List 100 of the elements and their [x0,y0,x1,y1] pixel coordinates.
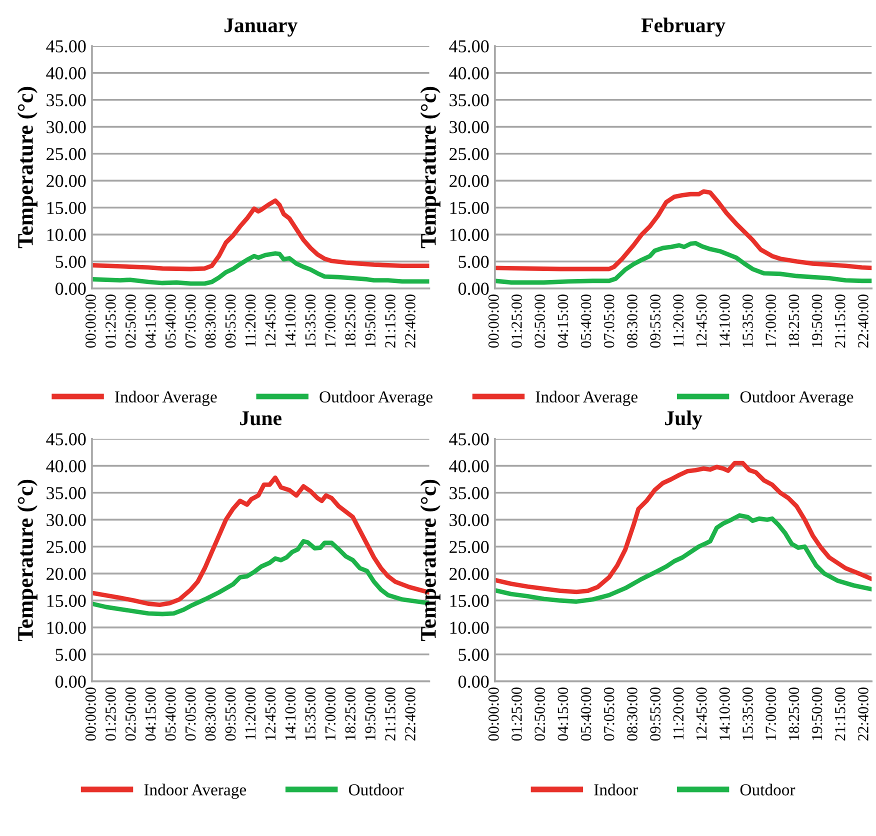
x-tick-label: 14:10:00 [285,687,296,740]
y-tick-label: 20.00 [450,174,489,188]
x-tick-label: 15:35:00 [305,687,316,740]
x-tick-label: 09:55:00 [225,294,236,348]
line-series [494,460,872,594]
legend-label: Indoor Average [115,390,217,406]
legend-label: Outdoor [348,784,404,796]
x-tick-label: 12:45:00 [696,687,707,740]
x-tick-label: 11:20:00 [245,687,256,740]
y-tick-label: 10.00 [450,228,489,242]
y-axis-title: Temperature (°c) [420,86,440,248]
x-tick-label: 00:00:00 [488,294,499,348]
x-tick-label: 18:25:00 [345,687,356,740]
x-tick-label: 02:50:00 [534,294,546,348]
y-tick-label: 5.00 [458,648,489,661]
y-tick-label: 10.00 [47,622,86,634]
x-tick-label: 04:15:00 [145,294,156,348]
x-tick-label: 11:20:00 [673,294,684,346]
x-tick-label: 14:10:00 [719,294,730,347]
y-tick-label: 40.00 [449,460,489,472]
x-tick-label: 22:40:00 [405,294,416,348]
chart-title: January [224,18,298,37]
x-tick-label: 01:25:00 [512,687,522,741]
x-tick-label: 05:40:00 [165,294,176,348]
x-tick-label: 19:50:00 [365,294,376,347]
x-tick-label: 00:00:00 [85,687,96,741]
legend-label: Outdoor [740,784,796,796]
y-tick-label: 40.00 [449,67,489,80]
y-tick-label: 5.00 [56,648,86,661]
y-tick-label: 30.00 [450,514,489,526]
y-tick-label: 25.00 [46,148,86,160]
line-series [92,251,430,286]
x-tick-label: 15:35:00 [742,687,753,740]
x-tick-label: 04:15:00 [558,294,568,348]
x-tick-label: 18:25:00 [345,294,356,347]
y-tick-label: 5.00 [56,256,86,268]
y-tick-label: 0.00 [56,676,86,688]
y-tick-label: 0.00 [458,282,489,295]
x-tick-label: 19:50:00 [365,687,376,740]
y-tick-label: 20.00 [46,174,86,188]
y-tick-label: 25.00 [46,540,86,554]
x-tick-label: 14:10:00 [719,687,730,740]
x-tick-label: 02:50:00 [125,294,136,348]
x-tick-label: 22:40:00 [405,687,416,741]
y-tick-label: 30.00 [46,121,86,134]
y-tick-label: 40.00 [46,67,86,80]
x-tick-label: 15:35:00 [305,294,316,347]
x-tick-label: 18:25:00 [788,294,800,347]
y-tick-label: 0.00 [56,282,86,295]
y-tick-label: 20.00 [46,568,86,580]
y-tick-label: 25.00 [450,540,489,554]
x-tick-label: 09:55:00 [225,687,236,741]
x-tick-label: 21:15:00 [385,687,396,741]
x-tick-label: 21:15:00 [834,294,846,348]
x-tick-label: 08:30:00 [627,294,638,348]
y-tick-label: 30.00 [46,514,86,526]
x-tick-label: 19:50:00 [812,687,822,740]
legend-label: Outdoor Average [740,390,854,406]
legend-label: Indoor Average [144,784,246,799]
y-tick-label: 25.00 [450,148,489,160]
line-series [494,513,872,604]
y-tick-label: 35.00 [450,487,489,500]
y-tick-label: 45.00 [46,40,86,52]
x-tick-label: 02:50:00 [534,687,546,741]
x-tick-label: 22:40:00 [858,294,868,348]
x-tick-label: 08:30:00 [627,687,638,741]
y-tick-label: 35.00 [450,94,489,106]
x-tick-label: 04:15:00 [558,687,568,741]
y-tick-label: 0.00 [458,676,489,688]
y-tick-label: 20.00 [450,568,489,580]
x-tick-label: 07:05:00 [604,294,614,348]
y-tick-label: 10.00 [47,228,86,242]
x-tick-label: 14:10:00 [285,294,296,347]
chart-title: June [240,411,282,426]
x-tick-label: 01:25:00 [105,294,116,348]
x-tick-label: 17:00:00 [766,687,776,740]
x-tick-label: 05:40:00 [580,687,592,741]
y-tick-label: 15.00 [450,202,489,214]
x-tick-label: 17:00:00 [325,294,336,347]
y-tick-label: 35.00 [46,94,86,106]
chart-title: July [665,410,702,430]
legend-label: Outdoor Average [320,390,432,406]
x-tick-label: 08:30:00 [205,294,216,348]
x-tick-label: 09:55:00 [650,687,661,741]
x-tick-label: 04:15:00 [145,687,156,741]
y-tick-label: 15.00 [47,202,86,214]
y-tick-label: 45.00 [449,40,489,52]
x-tick-label: 05:40:00 [580,294,592,348]
y-axis-title: Temperature (°c) [17,86,38,248]
legend-label: Indoor Average [536,390,638,406]
y-tick-label: 10.00 [450,622,489,634]
x-tick-label: 12:45:00 [265,687,276,740]
x-tick-label: 21:15:00 [834,687,846,741]
x-tick-label: 21:15:00 [385,294,396,348]
y-tick-label: 15.00 [450,594,489,608]
x-tick-label: 08:30:00 [205,687,216,741]
x-tick-label: 22:40:00 [858,687,868,741]
y-tick-label: 45.00 [46,433,86,446]
x-tick-label: 01:25:00 [512,294,522,348]
legend-label: Indoor [594,784,638,796]
